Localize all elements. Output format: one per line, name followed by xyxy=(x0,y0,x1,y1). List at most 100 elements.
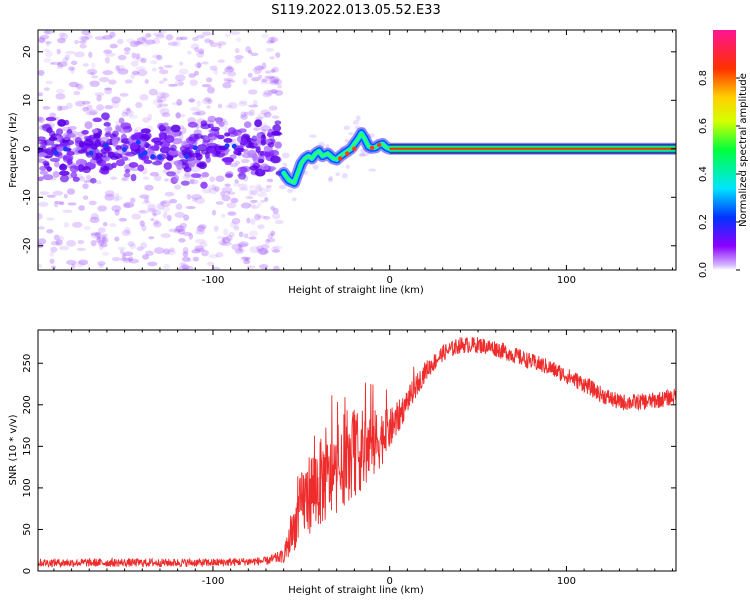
heatmap-noise-blob xyxy=(156,104,162,109)
heatmap-faint-blob xyxy=(281,152,290,159)
heatmap-noise-blob xyxy=(135,101,143,109)
heatmap-band-blob xyxy=(112,130,119,137)
heatmap-noise-blob xyxy=(76,83,84,91)
heatmap-noise-blob xyxy=(272,212,281,220)
heatmap-noise-blob xyxy=(147,208,158,213)
heatmap-noise-blob xyxy=(100,233,109,237)
heatmap-noise-blob xyxy=(277,84,283,89)
heatmap-noise-blob xyxy=(135,53,141,60)
heatmap-noise-blob xyxy=(70,67,75,74)
heatmap-noise-blob xyxy=(260,125,271,132)
heatmap-noise-blob xyxy=(260,109,271,115)
heatmap-noise-blob xyxy=(194,197,206,204)
heatmap-faint-blob xyxy=(282,162,287,168)
heatmap-noise-blob xyxy=(220,191,225,197)
heatmap-noise-blob xyxy=(224,183,231,187)
heatmap-band-blob xyxy=(111,162,117,169)
heatmap-noise-blob xyxy=(95,180,102,185)
heatmap-noise-blob xyxy=(52,190,64,196)
heatmap-noise-blob xyxy=(102,70,114,76)
heatmap-noise-blob xyxy=(201,61,209,65)
heatmap-band-blob xyxy=(251,135,258,142)
heatmap-noise-blob xyxy=(248,184,257,190)
heatmap-noise-blob xyxy=(158,69,169,75)
heatmap-noise-blob xyxy=(121,112,129,117)
heatmap-band-blob xyxy=(39,165,47,171)
heatmap-noise-blob xyxy=(102,222,108,227)
heatmap-noise-blob xyxy=(272,66,279,73)
heatmap-y-axis-label: Frequency (Hz) xyxy=(8,112,19,188)
heatmap-noise-blob xyxy=(234,58,242,64)
heatmap-noise-blob xyxy=(243,233,249,239)
heatmap-noise-blob xyxy=(58,201,65,206)
heatmap-noise-blob xyxy=(114,196,123,200)
heatmap-noise-blob xyxy=(246,217,251,224)
heatmap-band-blob xyxy=(49,157,60,163)
heatmap-noise-blob xyxy=(267,36,279,43)
heatmap-noise-blob xyxy=(124,51,130,55)
heatmap-noise-blob xyxy=(90,212,99,220)
heatmap-noise-blob xyxy=(231,243,242,251)
heatmap-faint-blob xyxy=(344,138,350,143)
heatmap-noise-blob xyxy=(129,243,137,249)
heatmap-noise-blob xyxy=(213,68,219,75)
heatmap-noise-blob xyxy=(42,106,51,110)
heatmap-noise-blob xyxy=(172,40,181,48)
heatmap-noise-blob xyxy=(248,109,255,117)
heatmap-noise-blob xyxy=(272,249,281,253)
heatmap-noise-blob xyxy=(136,246,144,251)
heatmap-noise-blob xyxy=(196,225,206,232)
heatmap-noise-blob xyxy=(264,250,270,254)
heatmap-noise-blob xyxy=(179,262,187,266)
heatmap-noise-blob xyxy=(101,235,106,240)
heatmap-band-blob xyxy=(54,160,60,168)
heatmap-noise-blob xyxy=(169,247,175,253)
heatmap-band-blob xyxy=(201,172,210,178)
heatmap-noise-blob xyxy=(138,209,149,214)
heatmap-noise-blob xyxy=(189,79,198,86)
heatmap-band-blob xyxy=(163,162,172,170)
snr-series-line xyxy=(38,336,676,569)
heatmap-noise-blob xyxy=(240,202,252,209)
heatmap-noise-blob xyxy=(44,30,50,37)
heatmap-noise-blob xyxy=(163,64,173,69)
heatmap-noise-blob xyxy=(54,200,64,205)
heatmap-noise-blob xyxy=(147,261,158,267)
heatmap-noise-blob xyxy=(38,116,43,122)
heatmap-faint-blob xyxy=(356,115,361,122)
heatmap-noise-blob xyxy=(232,182,241,187)
heatmap-noise-blob xyxy=(181,127,187,134)
heatmap-noise-blob xyxy=(177,82,184,86)
heatmap-noise-blob xyxy=(117,64,126,71)
heatmap-noise-blob xyxy=(124,226,131,234)
heatmap-noise-blob xyxy=(270,230,276,236)
heatmap-band-blob xyxy=(260,139,266,146)
heatmap-band-blob xyxy=(271,130,282,136)
heatmap-noise-blob xyxy=(110,176,118,180)
heatmap-noise-blob xyxy=(81,30,91,36)
heatmap-noise-blob xyxy=(57,61,68,68)
heatmap-noise-blob xyxy=(185,206,196,210)
heatmap-noise-blob xyxy=(270,68,276,73)
heatmap-noise-blob xyxy=(97,239,105,246)
heatmap-noise-blob xyxy=(78,205,85,211)
heatmap-noise-blob xyxy=(192,256,200,262)
heatmap-noise-blob xyxy=(266,77,277,82)
heatmap-noise-blob xyxy=(66,259,77,266)
heatmap-band-blob xyxy=(45,116,57,122)
heatmap-noise-blob xyxy=(269,56,275,60)
heatmap-band-blob xyxy=(62,155,73,163)
heatmap-noise-blob xyxy=(129,40,140,48)
heatmap-noise-blob xyxy=(196,34,205,39)
heatmap-noise-blob xyxy=(191,249,201,254)
heatmap-noise-blob xyxy=(142,43,151,47)
heatmap-band-blob xyxy=(170,144,177,152)
heatmap-noise-blob xyxy=(250,52,259,57)
heatmap-noise-blob xyxy=(74,51,85,58)
heatmap-band-blob xyxy=(173,174,179,183)
heatmap-noise-blob xyxy=(88,109,98,116)
heatmap-noise-blob xyxy=(104,105,114,110)
heatmap-band-blob xyxy=(205,156,211,164)
heatmap-band-blob xyxy=(105,131,112,136)
heatmap-noise-blob xyxy=(70,60,78,66)
